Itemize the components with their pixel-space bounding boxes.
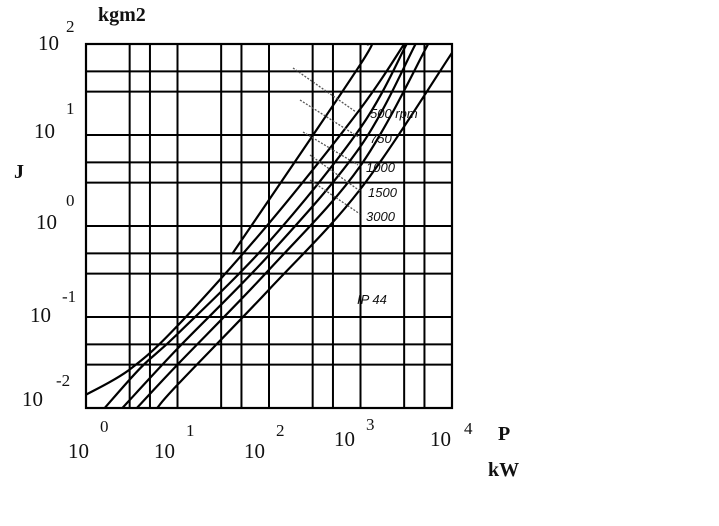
- y-axis-symbol: J: [14, 161, 24, 183]
- label-leaders: [292, 67, 361, 215]
- x-tick-label: 10: [154, 439, 175, 463]
- series-line-4: [135, 44, 430, 408]
- leader-line: [309, 179, 361, 215]
- grid: [84, 42, 454, 410]
- series-label: 1500: [368, 185, 398, 200]
- x-tick-label: 10: [334, 427, 355, 451]
- y-tick-label: 10: [36, 210, 57, 234]
- x-tick-exponent: 3: [366, 415, 375, 434]
- series-label: 1000: [366, 160, 396, 175]
- y-tick-exponent: 1: [66, 99, 75, 118]
- series-label: 3000: [366, 209, 396, 224]
- x-tick-labels: 10 0 10 1 10 2 10 3 10 4: [68, 415, 473, 463]
- series-labels: 500 rpm 750 1000 1500 3000: [366, 106, 418, 224]
- x-tick-exponent: 1: [186, 421, 195, 440]
- series-label: 500 rpm: [370, 106, 418, 121]
- y-tick-label: 10: [30, 303, 51, 327]
- y-tick-label: 10: [34, 119, 55, 143]
- y-tick-exponent: -1: [62, 287, 76, 306]
- x-tick-exponent: 0: [100, 417, 109, 436]
- y-axis-unit: kgm2: [98, 4, 146, 26]
- leader-line: [299, 99, 361, 139]
- x-tick-label: 10: [244, 439, 265, 463]
- leader-line: [302, 131, 359, 166]
- plot-frame: [84, 42, 454, 410]
- y-tick-exponent: 0: [66, 191, 75, 210]
- series-line-1: [86, 44, 406, 396]
- x-axis-unit: kW: [488, 459, 519, 481]
- series-label: 750: [370, 131, 392, 146]
- x-tick-exponent: 2: [276, 421, 285, 440]
- series-curves: [86, 44, 452, 408]
- y-tick-label: 10: [22, 387, 43, 411]
- x-tick-exponent: 4: [464, 419, 473, 438]
- leader-line: [292, 67, 357, 113]
- x-axis-symbol: P: [498, 423, 510, 445]
- enclosure-annotation: IP 44: [357, 292, 387, 307]
- series-line-6: [231, 44, 374, 255]
- y-tick-exponent: -2: [56, 371, 70, 390]
- series-line-5: [156, 51, 452, 408]
- x-tick-label: 10: [68, 439, 89, 463]
- series-line-3: [121, 44, 417, 408]
- x-tick-label: 10: [430, 427, 451, 451]
- series-line-2: [103, 44, 408, 408]
- y-tick-exponent: 2: [66, 17, 75, 36]
- y-tick-label: 10: [38, 31, 59, 55]
- y-tick-labels: 10 -2 10 -1 10 0 10 1 10 2: [22, 17, 76, 411]
